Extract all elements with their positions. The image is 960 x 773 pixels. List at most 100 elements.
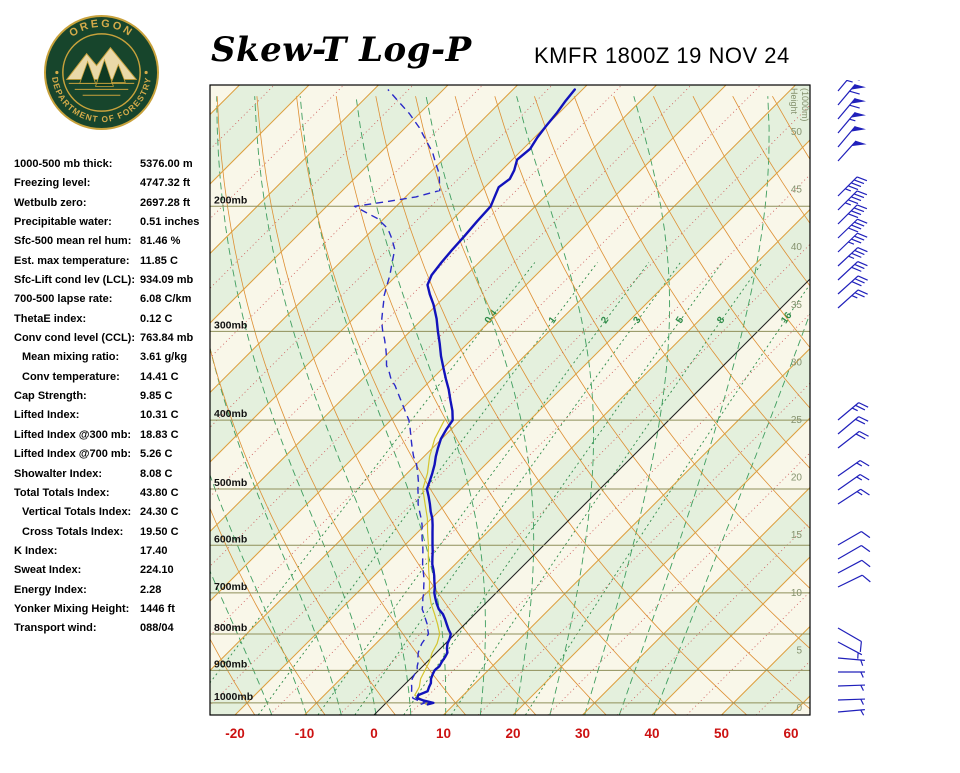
index-row: Showalter Index:8.08 C — [14, 468, 210, 487]
temp-axis-label: 30 — [575, 726, 590, 741]
index-value: 2.28 — [140, 584, 161, 596]
index-value: 18.83 C — [140, 429, 179, 441]
pressure-label: 800mb — [214, 622, 247, 634]
index-label: Total Totals Index: — [14, 487, 110, 499]
index-label: Yonker Mixing Height: — [14, 603, 129, 615]
index-label: Conv temperature: — [14, 371, 120, 383]
pressure-label: 1000mb — [214, 691, 253, 703]
index-value: 4747.32 ft — [140, 177, 190, 189]
index-value: 224.10 — [140, 564, 174, 576]
height-tick-label: 10 — [791, 588, 803, 599]
pressure-label: 500mb — [214, 477, 247, 489]
index-row: 1000-500 mb thick:5376.00 m — [14, 158, 210, 177]
index-row: Cross Totals Index: 19.50 C — [14, 526, 210, 545]
pressure-label: 400mb — [214, 408, 247, 420]
temp-axis-label: -10 — [295, 726, 315, 741]
index-label: 700-500 lapse rate: — [14, 293, 112, 305]
height-tick-label: 5 — [796, 645, 802, 656]
index-row: ThetaE index: 0.12 C — [14, 313, 210, 332]
index-value: 6.08 C/km — [140, 293, 191, 305]
index-row: Lifted Index @300 mb: 18.83 C — [14, 429, 210, 448]
index-row: Mean mixing ratio: 3.61 g/kg — [14, 351, 210, 370]
index-value: 43.80 C — [140, 487, 179, 499]
index-value: 9.85 C — [140, 390, 172, 402]
height-tick-label: 40 — [791, 242, 803, 253]
index-value: 19.50 C — [140, 526, 179, 538]
temp-axis-label: 10 — [436, 726, 451, 741]
index-label: Mean mixing ratio: — [14, 351, 119, 363]
station-id-text: KMFR 1800Z 19 NOV 24 — [534, 43, 790, 69]
index-label: Freezing level: — [14, 177, 90, 189]
temp-axis-label: 60 — [783, 726, 798, 741]
height-axis-title: (1000m) — [800, 88, 810, 122]
index-row: Freezing level: 4747.32 ft — [14, 177, 210, 196]
index-row: 700-500 lapse rate: 6.08 C/km — [14, 293, 210, 312]
logo-dot-left — [55, 71, 58, 74]
index-row: Conv cond level (CCL):763.84 mb — [14, 332, 210, 351]
index-value: 3.61 g/kg — [140, 351, 187, 363]
index-row: Precipitable water:0.51 inches — [14, 216, 210, 235]
index-label: Est. max temperature: — [14, 255, 130, 267]
logo-dot-right — [145, 71, 148, 74]
index-label: Vertical Totals Index: — [14, 506, 131, 518]
index-row: Lifted Index @700 mb:5.26 C — [14, 448, 210, 467]
index-row: Vertical Totals Index:24.30 C — [14, 506, 210, 525]
index-label: Transport wind: — [14, 622, 97, 634]
index-label: Lifted Index: — [14, 409, 79, 421]
temp-axis-label: 20 — [505, 726, 520, 741]
index-row: Lifted Index:10.31 C — [14, 409, 210, 428]
pressure-label: 300mb — [214, 319, 247, 331]
index-row: Energy Index: 2.28 — [14, 584, 210, 603]
index-row: Est. max temperature: 11.85 C — [14, 255, 210, 274]
pressure-label: 900mb — [214, 658, 247, 670]
index-value: 17.40 — [140, 545, 168, 557]
index-label: ThetaE index: — [14, 313, 86, 325]
pressure-label: 600mb — [214, 533, 247, 545]
index-label: K Index: — [14, 545, 57, 557]
index-value: 81.46 % — [140, 235, 180, 247]
height-tick-label: 35 — [791, 300, 803, 311]
index-row: K Index: 17.40 — [14, 545, 210, 564]
index-label: Cross Totals Index: — [14, 526, 123, 538]
index-value: 14.41 C — [140, 371, 179, 383]
index-label: Showalter Index: — [14, 468, 102, 480]
index-row: Cap Strength: 9.85 C — [14, 390, 210, 409]
index-label: Energy Index: — [14, 584, 87, 596]
index-label: Precipitable water: — [14, 216, 112, 228]
index-value: 1446 ft — [140, 603, 175, 615]
index-label: Sweat Index: — [14, 564, 81, 576]
index-row: Yonker Mixing Height: 1446 ft — [14, 603, 210, 622]
index-label: Conv cond level (CCL): — [14, 332, 135, 344]
index-label: Lifted Index @300 mb: — [14, 429, 131, 441]
wind-barb-column — [838, 80, 870, 715]
height-tick-label: 50 — [791, 127, 803, 138]
index-row: Transport wind: 088/04 — [14, 622, 210, 641]
temp-axis-label: -20 — [225, 726, 245, 741]
index-row: Sweat Index: 224.10 — [14, 564, 210, 583]
index-value: 0.12 C — [140, 313, 172, 325]
height-tick-label: 20 — [791, 473, 803, 484]
height-tick-label: 45 — [791, 185, 803, 196]
index-value: 088/04 — [140, 622, 174, 634]
index-row: Total Totals Index: 43.80 C — [14, 487, 210, 506]
index-value: 11.85 C — [140, 255, 178, 267]
page-title: Skew-T Log-P — [211, 30, 472, 70]
index-label: Lifted Index @700 mb: — [14, 448, 131, 460]
height-tick-label: 30 — [791, 357, 803, 368]
temp-axis-label: 40 — [644, 726, 659, 741]
height-tick-label: 0 — [796, 703, 802, 714]
index-label: Cap Strength: — [14, 390, 87, 402]
index-row: Wetbulb zero:2697.28 ft — [14, 197, 210, 216]
temp-axis-label: 50 — [714, 726, 729, 741]
pressure-label: 200mb — [214, 194, 247, 206]
index-row: Conv temperature: 14.41 C — [14, 371, 210, 390]
odf-logo: OREGON DEPARTMENT OF FORESTRY — [43, 14, 160, 131]
index-label: Sfc-Lift cond lev (LCL): — [14, 274, 135, 286]
index-value: 2697.28 ft — [140, 197, 190, 209]
index-row: Sfc-Lift cond lev (LCL):934.09 mb — [14, 274, 210, 293]
index-row: Sfc-500 mean rel hum:81.46 % — [14, 235, 210, 254]
